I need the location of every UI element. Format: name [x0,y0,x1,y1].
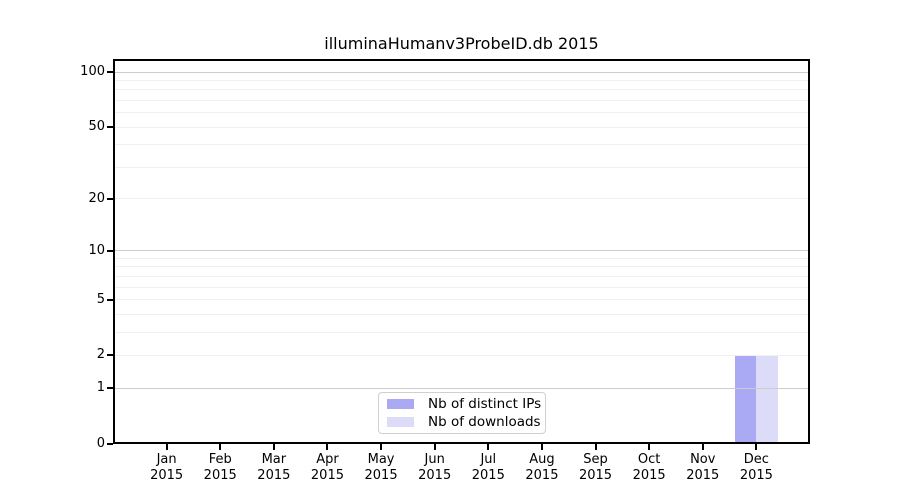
y-tick-label: 100 [80,64,105,80]
gridline-minor [113,313,810,315]
y-tick-label: 1 [96,380,105,396]
x-tick-label: Aug 2015 [525,452,559,483]
x-tick-label: Jan 2015 [150,452,184,483]
x-tick-label: Dec 2015 [739,452,773,483]
legend-row: Nb of distinct IPs [387,396,541,412]
bars-layer [113,59,810,444]
gridline-minor [113,198,810,200]
x-tick-mark [219,444,222,450]
gridline-minor [113,80,810,82]
x-tick-label: Apr 2015 [310,452,344,483]
x-tick-mark [326,444,329,450]
x-tick-label: Jun 2015 [418,452,452,483]
gridline-major [113,387,810,389]
y-tick-label: 20 [88,190,105,206]
gridline-major [113,71,810,73]
gridline-minor [113,275,810,277]
gridline-minor [113,266,810,268]
gridline-major [113,250,810,252]
gridline-minor [113,100,810,102]
x-tick-label: Sep 2015 [578,452,613,483]
x-tick-mark [648,444,651,450]
bar-distinct-ips [734,355,757,444]
x-tick-mark [594,444,597,450]
legend-label: Nb of distinct IPs [428,396,542,413]
y-tick-mark [107,354,113,357]
legend-row: Nb of downloads [387,414,541,430]
gridline-minor [113,126,810,128]
gridlines-layer [113,59,810,444]
legend-swatch-distinct-ips [387,399,414,410]
gridline-minor [113,258,810,259]
y-tick-mark [107,443,113,445]
gridline-minor [113,144,810,146]
x-tick-mark [755,444,758,450]
x-tick-label: Oct 2015 [632,452,666,483]
x-tick-mark [701,444,704,450]
x-tick-mark [165,444,168,450]
gridline-minor [113,166,810,168]
gridline-minor [113,112,810,114]
x-tick-label: May 2015 [364,452,398,483]
legend-swatch-downloads [387,416,414,427]
x-tick-mark [540,444,543,450]
gridline-minor [113,286,810,288]
y-tick-mark [107,387,113,390]
y-tick-mark [107,249,113,252]
y-tick-mark [107,126,113,129]
x-tick-label: Jul 2015 [471,452,505,483]
plot-area [113,59,810,444]
x-tick-label: Mar 2015 [257,452,291,483]
gridline-minor [113,299,810,301]
x-tick-label: Nov 2015 [686,452,720,483]
legend: Nb of distinct IPs Nb of downloads [378,392,546,434]
y-tick-mark [107,71,113,74]
y-tick-label: 5 [96,291,105,307]
y-tick-label: 50 [88,119,105,135]
y-tick-label: 0 [96,436,105,451]
x-tick-label: Feb 2015 [203,452,237,483]
x-tick-mark [487,444,490,450]
bar-downloads [756,355,778,444]
legend-label: Nb of downloads [428,413,541,430]
chart-title: illuminaHumanv3ProbeID.db 2015 [324,34,599,53]
x-tick-mark [272,444,275,450]
gridline-minor [113,89,810,91]
y-tick-label: 2 [96,347,105,363]
gridline-minor [113,354,810,356]
x-tick-mark [380,444,383,450]
gridline-minor [113,331,810,333]
y-tick-mark [107,298,113,301]
y-tick-label: 10 [88,242,105,258]
y-tick-mark [107,197,113,200]
x-tick-mark [433,444,436,450]
